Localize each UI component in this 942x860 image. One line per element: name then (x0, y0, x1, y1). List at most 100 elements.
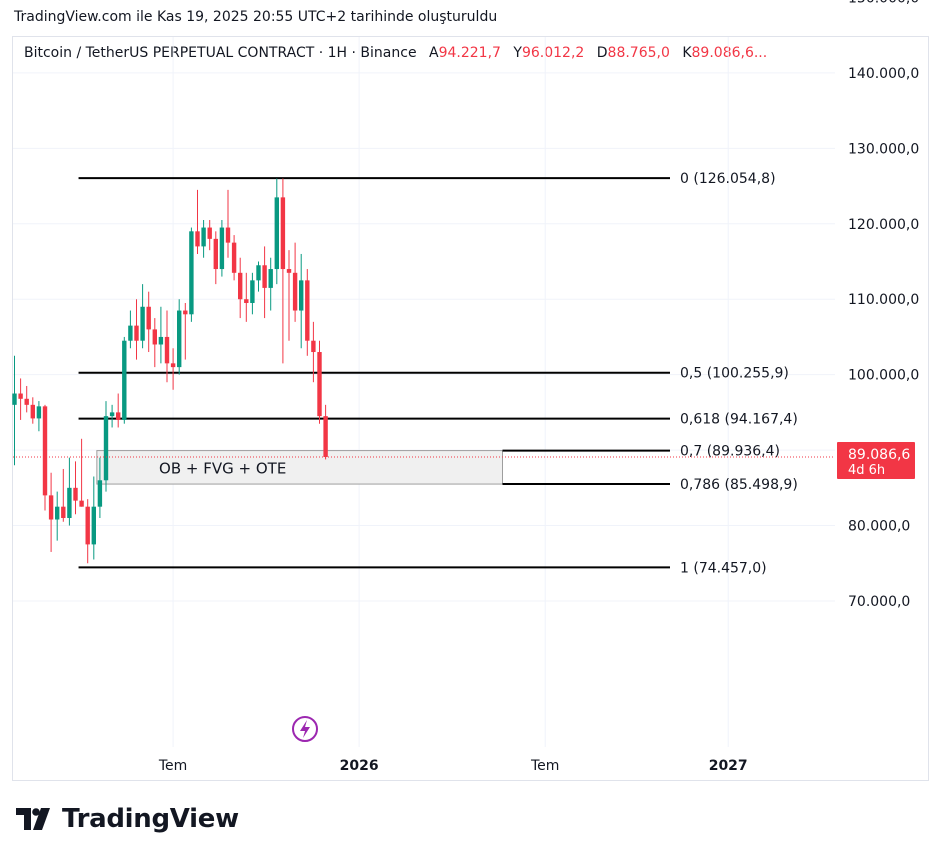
candle-body (12, 393, 17, 405)
candle (231, 235, 237, 281)
candle-body (122, 340, 127, 420)
candle (195, 189, 200, 254)
y-tick-label: 150.000,0 (848, 0, 919, 6)
candle-body (140, 306, 145, 341)
fib-label-0: 0 (126.054,8) (680, 171, 776, 187)
candlestick-series (12, 178, 835, 564)
candle-body (183, 310, 188, 315)
candle-body (195, 231, 200, 247)
candle (61, 468, 66, 522)
candle (67, 457, 72, 526)
candle-body (177, 310, 182, 368)
tradingview-logo[interactable]: TradingView (16, 804, 239, 834)
candle (183, 302, 188, 360)
candle-body (299, 280, 304, 311)
symbol-label[interactable]: Bitcoin / TetherUS PERPETUAL CONTRACT · … (24, 45, 417, 61)
low-label: D (596, 45, 608, 61)
candle (97, 457, 103, 518)
candle (146, 291, 151, 353)
candle-body (42, 406, 48, 496)
candle-body (79, 500, 84, 507)
last-price-countdown: 4d 6h (848, 463, 885, 478)
candle (48, 472, 54, 552)
candle-body (262, 265, 267, 288)
candle-body (317, 352, 322, 417)
candle (238, 257, 243, 319)
candle (189, 227, 194, 322)
candle (128, 310, 133, 349)
time-axis[interactable]: Tem 2026 Tem 2027 (158, 758, 748, 774)
candle (116, 393, 121, 428)
candle-body (286, 269, 292, 273)
candle-body (170, 363, 176, 368)
candle (280, 178, 286, 364)
candle-body (116, 412, 121, 420)
candle-body (244, 299, 249, 303)
candle-body (48, 495, 54, 520)
candle (170, 348, 176, 390)
fib-label-0-7: 0,7 (89.936,4) (680, 444, 780, 460)
lightning-icon[interactable] (292, 716, 318, 742)
candle-body (134, 325, 139, 341)
candle (85, 499, 90, 564)
price-axis[interactable]: 150.000,0 140.000,0 130.000,0 120.000,0 110.… (837, 0, 919, 610)
candle-body (164, 336, 170, 364)
candle (36, 401, 42, 432)
zone-box[interactable] (96, 450, 503, 485)
fib-label-0-5: 0,5 (100.255,9) (680, 366, 789, 382)
candle-body (146, 306, 151, 330)
candle (30, 397, 35, 424)
candle (73, 461, 78, 515)
candle-body (67, 487, 72, 518)
candle (256, 261, 261, 292)
open-label: A (429, 45, 439, 61)
y-tick-label: 140.000,0 (848, 66, 919, 82)
candle (103, 401, 109, 492)
fib-label-0-618: 0,618 (94.167,4) (680, 412, 798, 428)
high-label: Y (513, 45, 522, 61)
close-value: 89.086,6... (691, 45, 768, 61)
candle (158, 306, 164, 364)
last-price-tag[interactable] (837, 441, 915, 479)
candle (12, 355, 17, 466)
candle (225, 189, 231, 258)
candle (286, 250, 292, 341)
candle-body (189, 231, 194, 315)
candle (250, 272, 255, 315)
candle-body (213, 238, 218, 270)
y-tick-label: 100.000,0 (848, 368, 919, 384)
ob-fvg-ote-zone[interactable]: OB + FVG + OTE (96, 450, 503, 485)
high-value: 96.012,2 (521, 45, 585, 61)
candle (177, 299, 182, 375)
fib-label-0-786: 0,786 (85.498,9) (680, 477, 798, 493)
lightning-icon-bolt (300, 720, 310, 738)
candle-body (323, 416, 328, 457)
candle-body (97, 480, 103, 507)
candle (262, 246, 267, 319)
candle-body (128, 325, 133, 341)
candle-body (55, 506, 60, 520)
candle (79, 438, 84, 507)
x-tick-label: 2027 (709, 758, 748, 774)
chart-legend: Bitcoin / TetherUS PERPETUAL CONTRACT · … (24, 45, 767, 61)
candle (244, 272, 249, 322)
candle-body (280, 197, 286, 270)
candle (323, 404, 328, 460)
candle (274, 178, 279, 285)
fibonacci-levels[interactable]: 0 (126.054,8) 0,5 (100.255,9) 0,618 (94.16… (78, 171, 798, 576)
chart-frame (12, 36, 929, 781)
snapshot-caption: TradingView.com ile Kas 19, 2025 20:55 U… (14, 9, 498, 25)
candle-body (256, 265, 261, 281)
candle-body (85, 506, 90, 545)
y-tick-label: 130.000,0 (848, 141, 919, 157)
candle (91, 476, 96, 560)
candle-body (225, 227, 231, 243)
y-tick-label: 70.000,0 (848, 594, 910, 610)
candle (109, 404, 115, 428)
candle (268, 257, 273, 311)
candle-body (73, 487, 78, 501)
close-label: K (682, 45, 692, 61)
candle (201, 220, 206, 258)
zone-label: OB + FVG + OTE (159, 459, 286, 477)
